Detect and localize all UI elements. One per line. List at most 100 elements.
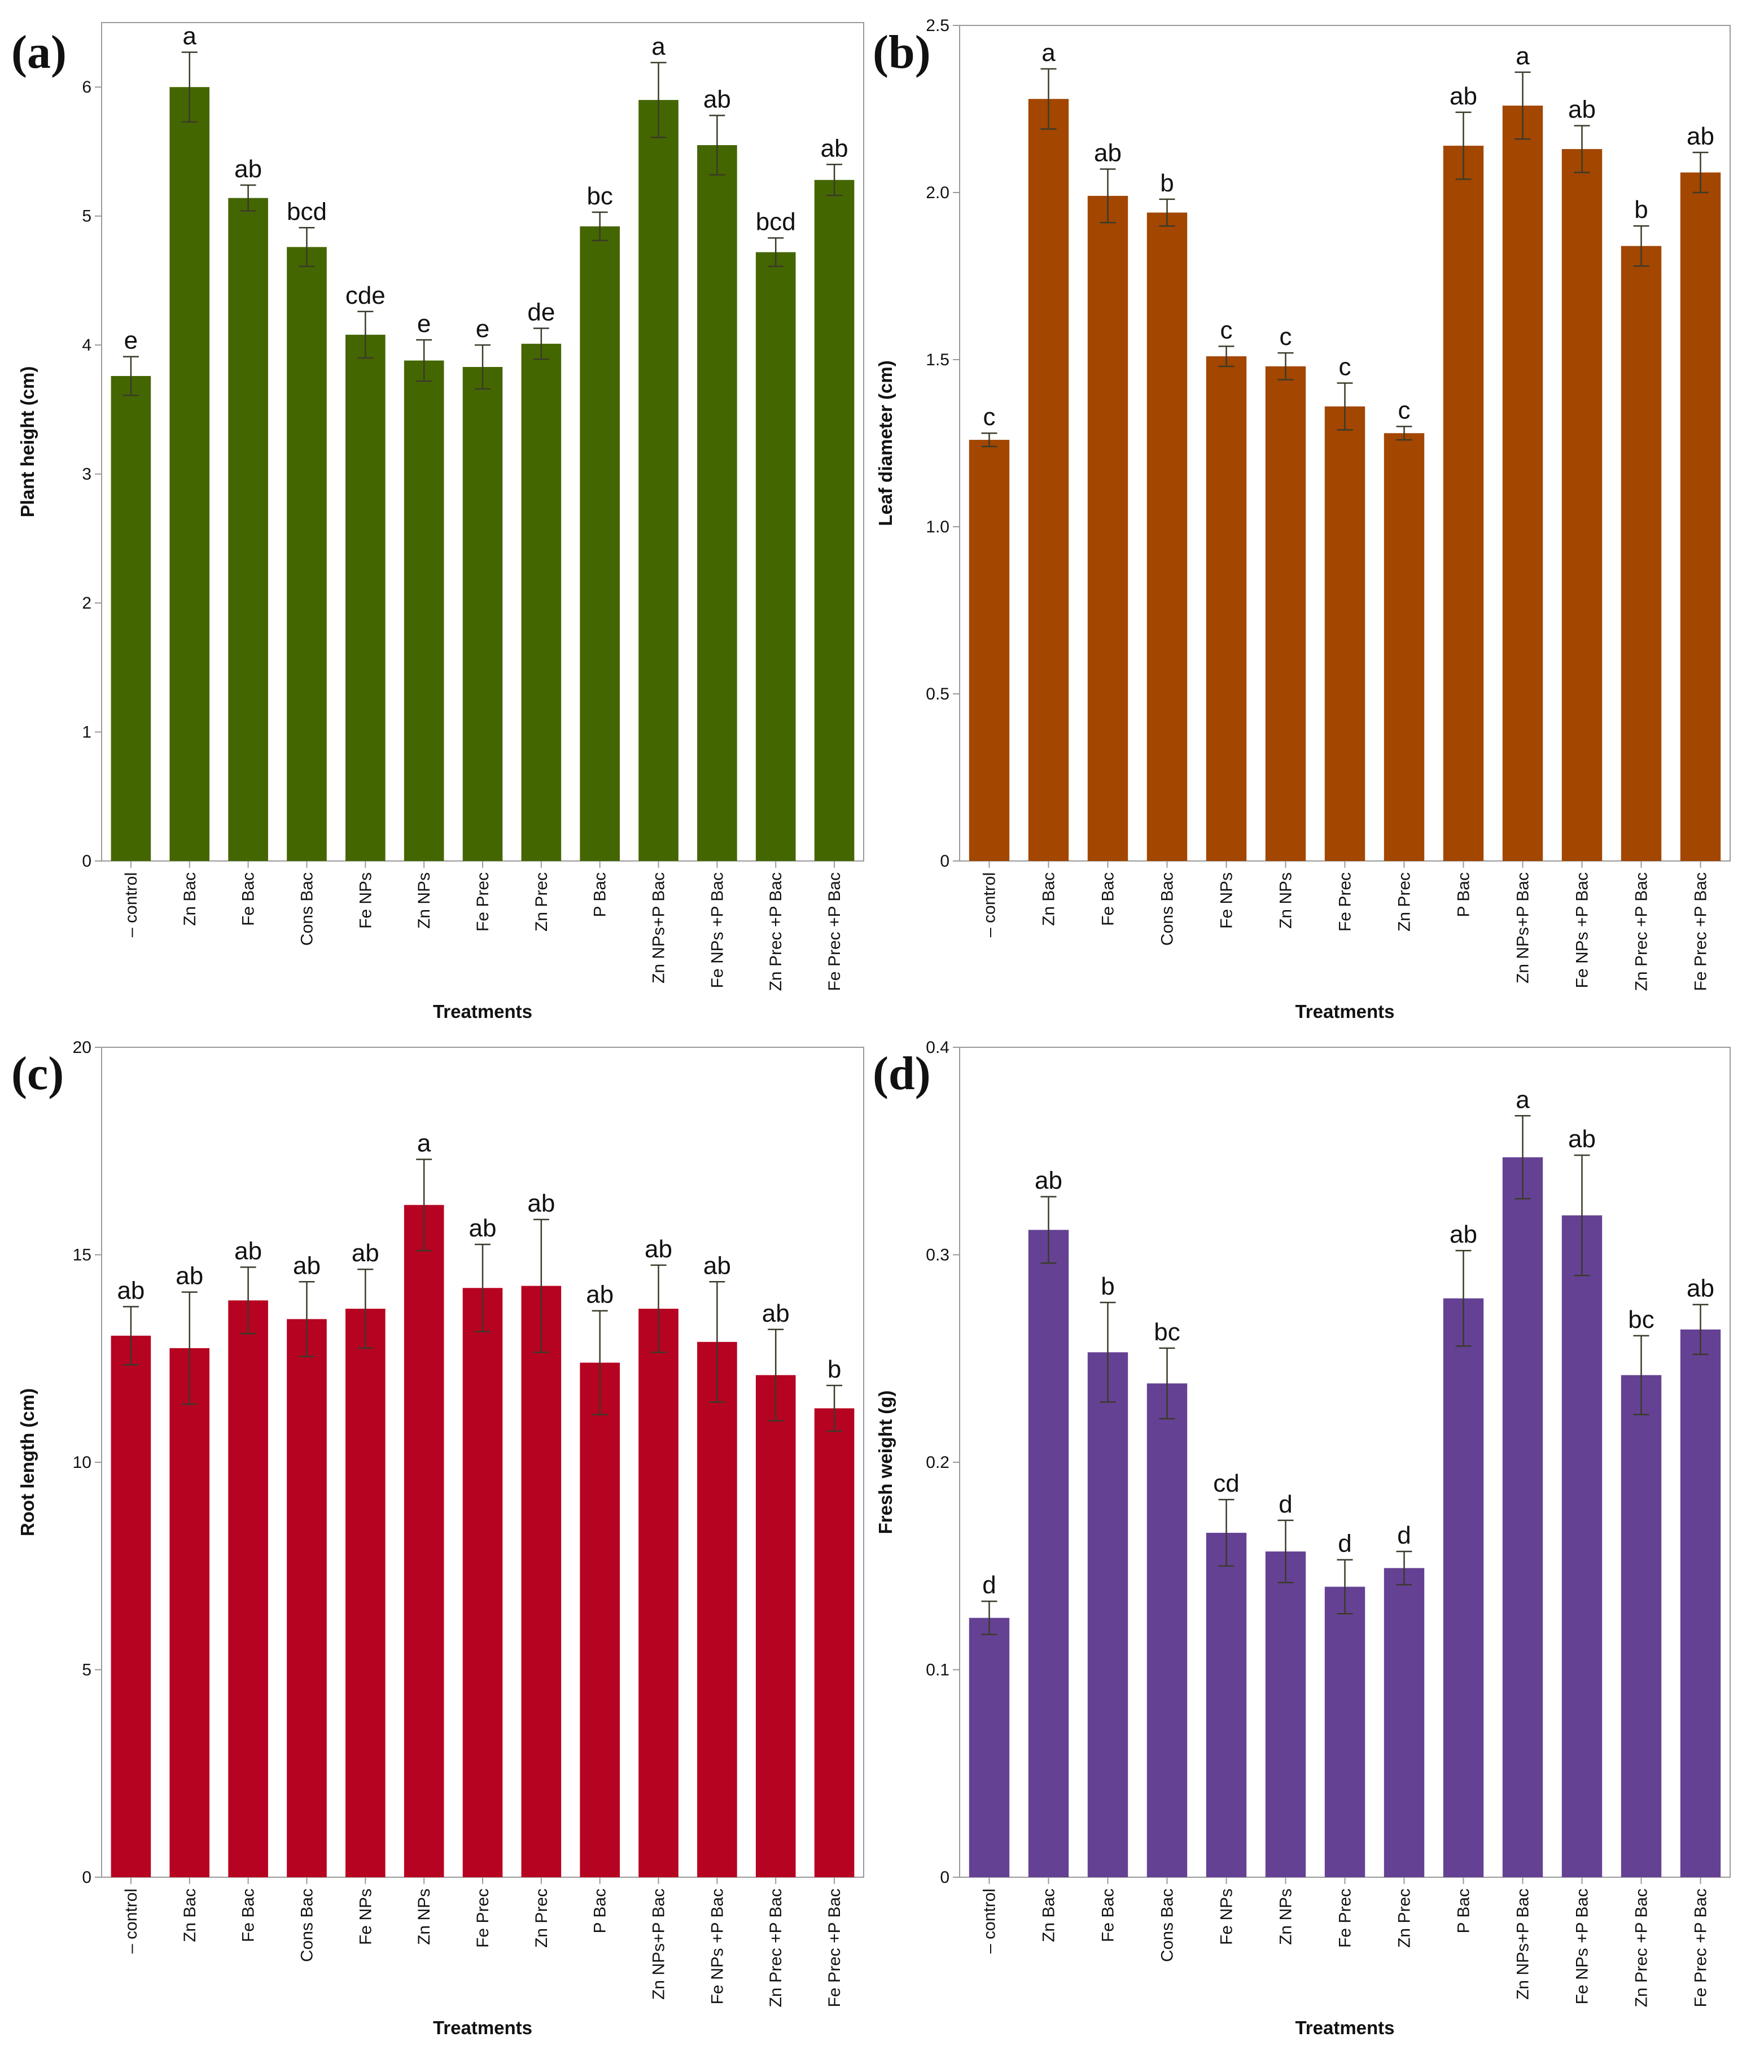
y-tick-label: 0.4 — [926, 1038, 949, 1057]
category-label: P Bac — [591, 872, 610, 917]
y-tick-label: 6 — [82, 78, 91, 97]
y-tick-label: 0.5 — [926, 685, 949, 703]
category-label: Fe NPs +P Bac — [1573, 1889, 1592, 2004]
category-label: – control — [981, 1889, 999, 1953]
significance-label: ab — [1450, 1221, 1477, 1248]
bar — [755, 252, 796, 862]
significance-label: ab — [1450, 82, 1477, 110]
bar — [462, 1288, 503, 1877]
bar — [1146, 212, 1188, 861]
significance-label: ab — [1568, 96, 1596, 124]
bar — [1443, 146, 1484, 861]
bar — [345, 1309, 386, 1877]
significance-label: ab — [703, 1252, 731, 1279]
category-label: Fe Bac — [1099, 1889, 1118, 1942]
significance-label: d — [1397, 1522, 1411, 1549]
y-tick-label: 20 — [73, 1038, 91, 1057]
y-tick-label: 5 — [82, 207, 91, 226]
y-axis-title: Fresh weight (g) — [875, 1391, 896, 1535]
category-label: Zn Prec +P Bac — [767, 872, 785, 991]
bar — [521, 1286, 562, 1877]
category-label: Cons Bac — [297, 872, 316, 946]
category-label: Fe Prec — [1336, 872, 1355, 932]
bar — [1265, 366, 1306, 861]
significance-label: b — [1634, 196, 1648, 224]
bar — [697, 1341, 737, 1877]
significance-label: ab — [1687, 1275, 1714, 1302]
y-tick-label: 0.1 — [926, 1661, 949, 1680]
category-label: Fe Prec — [1336, 1889, 1355, 1948]
bar — [1502, 106, 1543, 862]
bar — [404, 360, 444, 861]
bar — [1561, 149, 1603, 861]
significance-label: ab — [1094, 139, 1122, 167]
y-tick-label: 10 — [73, 1453, 91, 1472]
significance-label: c — [1339, 353, 1351, 381]
y-tick-label: 15 — [73, 1246, 91, 1265]
category-label: Zn Prec — [532, 1889, 551, 1948]
y-tick-label: 0 — [82, 1868, 91, 1887]
y-tick-label: 1.5 — [926, 351, 949, 369]
significance-label: c — [1280, 323, 1292, 351]
significance-label: a — [1516, 1086, 1530, 1113]
y-tick-label: 0 — [940, 852, 949, 871]
bar — [969, 440, 1010, 861]
category-label: Zn Bac — [181, 1889, 199, 1942]
bar — [1087, 195, 1128, 861]
bar — [345, 334, 386, 861]
category-label: Zn NPs — [1277, 872, 1295, 929]
category-label: P Bac — [591, 1889, 610, 1934]
category-label: Zn NPs+P Bac — [650, 1889, 668, 2000]
category-label: Zn Prec +P Bac — [1632, 872, 1651, 991]
bar — [755, 1375, 796, 1877]
category-label: Zn NPs — [415, 1889, 434, 1945]
category-label: Zn NPs+P Bac — [650, 872, 668, 983]
category-label: Cons Bac — [297, 1889, 316, 1962]
significance-label: a — [651, 33, 666, 60]
category-label: Fe Prec +P Bac — [825, 1889, 844, 2007]
bar — [1502, 1157, 1543, 1877]
significance-label: ab — [821, 134, 848, 162]
significance-label: e — [417, 310, 431, 338]
significance-label: ab — [176, 1262, 203, 1290]
category-label: Fe NPs +P Bac — [708, 872, 726, 988]
significance-label: bcd — [756, 208, 796, 236]
category-label: Fe Bac — [239, 872, 258, 926]
category-label: Fe Prec +P Bac — [1692, 872, 1710, 991]
x-axis-title: Treatments — [1295, 2017, 1394, 2038]
bar — [1384, 1568, 1425, 1877]
category-label: Zn NPs — [415, 872, 434, 929]
y-axis-title: Plant height (cm) — [17, 366, 38, 518]
category-label: – control — [122, 872, 141, 937]
significance-label: ab — [352, 1239, 379, 1267]
bar — [1680, 172, 1721, 862]
significance-label: bc — [586, 182, 612, 210]
bar — [1324, 1586, 1365, 1877]
category-label: – control — [122, 1889, 141, 1953]
category-label: Zn Bac — [181, 872, 199, 926]
significance-label: c — [1398, 396, 1411, 424]
chart-svg-d: 0 0.1 0.2 0.3 0.4 Fresh weight (g) d – control a… — [875, 1038, 1731, 2038]
chart-svg-b: 0 0.5 1.0 1.5 2.0 2.5 Leaf diameter (cm) c – con… — [875, 16, 1731, 1022]
category-label: Fe NPs — [1218, 1889, 1236, 1945]
category-label: Fe Prec +P Bac — [1692, 1889, 1710, 2007]
category-label: Zn Prec +P Bac — [767, 1889, 785, 2007]
significance-label: ab — [527, 1190, 555, 1217]
bar — [1621, 246, 1662, 862]
bar — [1265, 1551, 1306, 1877]
y-tick-label: 2.5 — [926, 16, 949, 35]
panel-label-c: (c) — [11, 1047, 64, 1100]
significance-label: d — [1279, 1490, 1292, 1518]
panel-label-d: (d) — [873, 1047, 931, 1100]
category-label: Zn NPs+P Bac — [1514, 872, 1533, 983]
significance-label: de — [527, 298, 555, 326]
category-label: Zn NPs — [1277, 1889, 1295, 1945]
category-label: Fe Bac — [239, 1889, 258, 1942]
bar — [1680, 1329, 1721, 1877]
y-tick-label: 2.0 — [926, 183, 949, 202]
significance-label: bc — [1154, 1318, 1180, 1346]
significance-label: c — [983, 403, 996, 431]
bar — [580, 1362, 620, 1877]
bar — [1443, 1298, 1484, 1877]
bar — [1561, 1215, 1603, 1877]
